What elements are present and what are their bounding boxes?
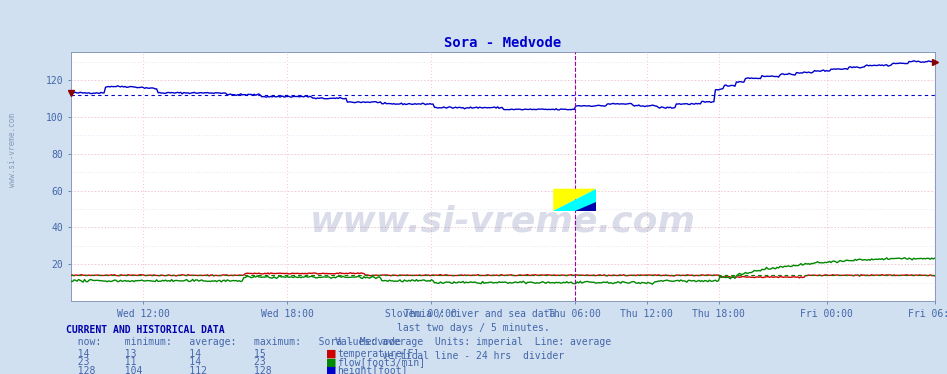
Text: vertical line - 24 hrs  divider: vertical line - 24 hrs divider <box>383 351 564 361</box>
Title: Sora - Medvode: Sora - Medvode <box>444 36 562 50</box>
Polygon shape <box>553 189 597 211</box>
Text: 23      11         14         23: 23 11 14 23 <box>66 357 277 367</box>
Text: last two days / 5 minutes.: last two days / 5 minutes. <box>397 323 550 333</box>
Text: ■: ■ <box>326 349 336 359</box>
Text: CURRENT AND HISTORICAL DATA: CURRENT AND HISTORICAL DATA <box>66 325 225 335</box>
Text: 14      13         14         15: 14 13 14 15 <box>66 349 277 359</box>
Text: Slovenia / river and sea data.: Slovenia / river and sea data. <box>385 309 562 319</box>
Polygon shape <box>553 189 597 211</box>
Text: www.si-vreme.com: www.si-vreme.com <box>8 113 17 187</box>
Text: www.si-vreme.com: www.si-vreme.com <box>310 205 696 239</box>
Text: 128     104        112        128: 128 104 112 128 <box>66 366 277 374</box>
Text: temperature[F]: temperature[F] <box>337 349 420 359</box>
Text: ■: ■ <box>326 357 336 367</box>
Text: flow[foot3/min]: flow[foot3/min] <box>337 357 425 367</box>
Text: ■: ■ <box>326 366 336 374</box>
Text: height[foot]: height[foot] <box>337 366 407 374</box>
Text: Values: average  Units: imperial  Line: average: Values: average Units: imperial Line: av… <box>335 337 612 347</box>
Text: now:    minimum:   average:   maximum:   Sora - Medvode: now: minimum: average: maximum: Sora - M… <box>66 337 402 347</box>
Polygon shape <box>575 202 597 211</box>
